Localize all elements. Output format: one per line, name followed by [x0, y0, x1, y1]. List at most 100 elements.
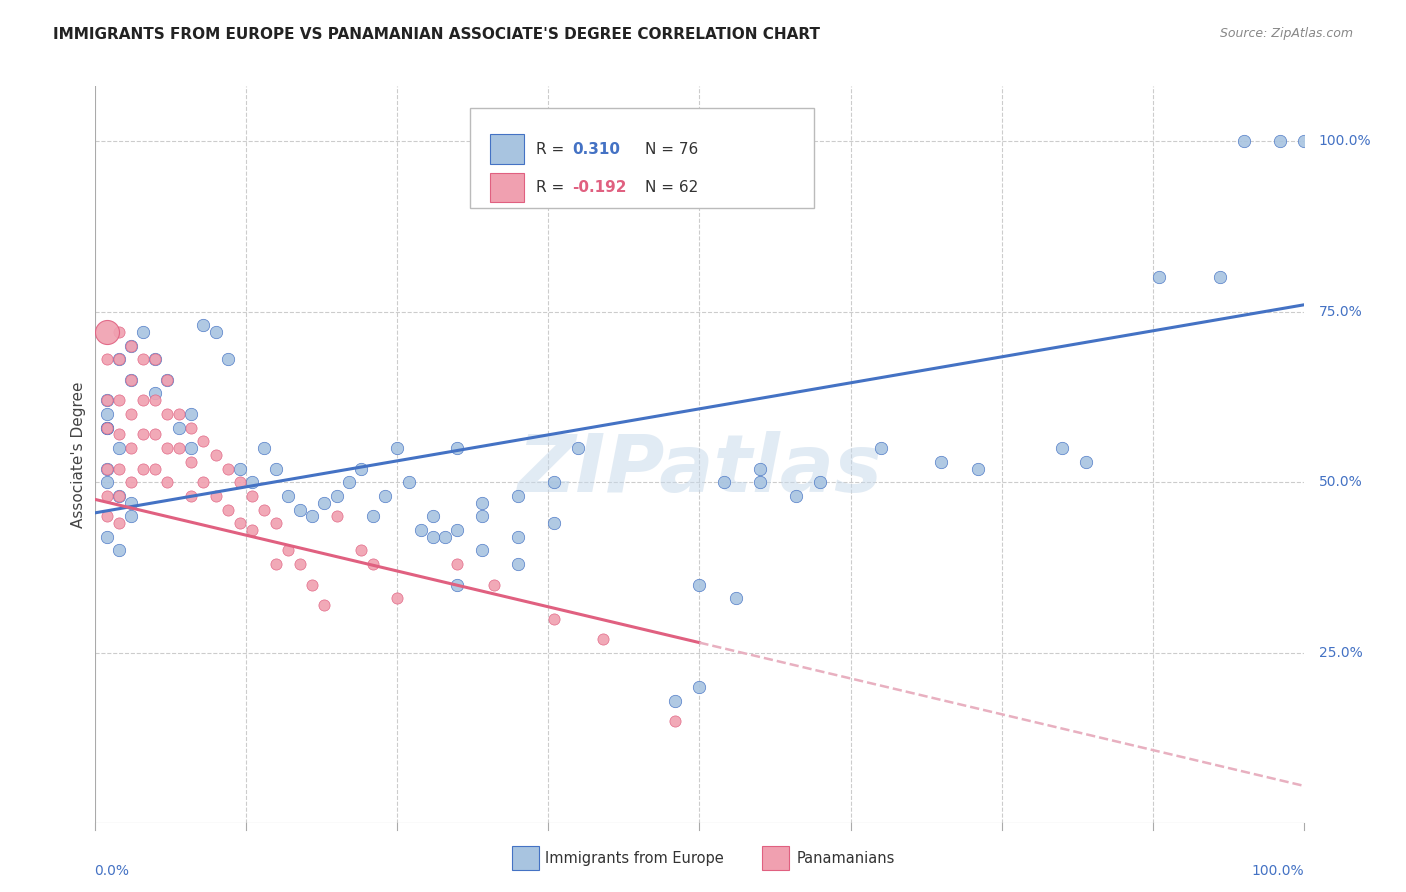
Point	[193, 318, 215, 333]
Point	[96, 461, 118, 475]
Point	[156, 373, 179, 387]
Point	[688, 577, 710, 591]
Point	[96, 509, 118, 524]
Point	[664, 714, 686, 728]
Point	[350, 461, 373, 475]
Text: R =: R =	[536, 180, 569, 194]
Point	[217, 352, 239, 367]
Point	[204, 448, 226, 462]
Point	[156, 441, 179, 455]
Point	[688, 680, 710, 694]
Point	[361, 557, 384, 571]
Point	[96, 475, 118, 490]
FancyBboxPatch shape	[470, 109, 814, 208]
FancyBboxPatch shape	[762, 847, 789, 870]
Point	[264, 516, 287, 531]
Point	[120, 509, 142, 524]
Point	[290, 557, 312, 571]
Point	[120, 339, 142, 353]
Point	[120, 407, 142, 421]
Point	[96, 352, 118, 367]
Point	[132, 461, 155, 475]
FancyBboxPatch shape	[512, 847, 538, 870]
Point	[229, 516, 252, 531]
Point	[167, 420, 190, 434]
Point	[229, 475, 252, 490]
Point	[107, 441, 129, 455]
Point	[143, 352, 166, 367]
Point	[180, 420, 202, 434]
Point	[156, 407, 179, 421]
Point	[107, 461, 129, 475]
Point	[385, 441, 408, 455]
Point	[107, 543, 129, 558]
Point	[240, 489, 263, 503]
Point	[277, 489, 299, 503]
Text: N = 62: N = 62	[645, 180, 699, 194]
Point	[204, 325, 226, 339]
Text: 25.0%: 25.0%	[1319, 646, 1362, 660]
Point	[361, 509, 384, 524]
Point	[143, 352, 166, 367]
Point	[290, 502, 312, 516]
Point	[120, 373, 142, 387]
Point	[167, 441, 190, 455]
Point	[193, 434, 215, 449]
Point	[107, 352, 129, 367]
Point	[193, 475, 215, 490]
Point	[167, 407, 190, 421]
Point	[107, 325, 129, 339]
Point	[931, 455, 953, 469]
Point	[301, 509, 323, 524]
Point	[277, 543, 299, 558]
Point	[96, 420, 118, 434]
Point	[1208, 270, 1230, 285]
Point	[471, 509, 494, 524]
Point	[107, 393, 129, 408]
Point	[253, 441, 276, 455]
Text: ZIPatlas: ZIPatlas	[517, 431, 882, 508]
Point	[107, 516, 129, 531]
Point	[156, 373, 179, 387]
Point	[120, 475, 142, 490]
Point	[434, 530, 457, 544]
Point	[107, 352, 129, 367]
Point	[1147, 270, 1170, 285]
Point	[543, 612, 565, 626]
Point	[506, 530, 529, 544]
Point	[785, 489, 807, 503]
Point	[422, 509, 444, 524]
Text: 75.0%: 75.0%	[1319, 304, 1362, 318]
Point	[411, 523, 433, 537]
Text: 100.0%: 100.0%	[1319, 134, 1371, 148]
Point	[107, 489, 129, 503]
Point	[1052, 441, 1074, 455]
Point	[143, 461, 166, 475]
Point	[96, 420, 118, 434]
Point	[446, 441, 468, 455]
Point	[143, 386, 166, 401]
Point	[325, 489, 347, 503]
Point	[217, 461, 239, 475]
Point	[132, 352, 155, 367]
Point	[592, 632, 614, 647]
Text: 100.0%: 100.0%	[1251, 864, 1305, 878]
Point	[156, 475, 179, 490]
Point	[240, 523, 263, 537]
Point	[337, 475, 360, 490]
Point	[398, 475, 420, 490]
Point	[1233, 134, 1256, 148]
Point	[180, 489, 202, 503]
Text: 0.0%: 0.0%	[94, 864, 129, 878]
FancyBboxPatch shape	[491, 173, 524, 202]
Point	[96, 489, 118, 503]
Point	[325, 509, 347, 524]
Point	[264, 557, 287, 571]
Point	[264, 461, 287, 475]
Point	[869, 441, 891, 455]
Point	[120, 339, 142, 353]
Point	[567, 441, 589, 455]
Point	[422, 530, 444, 544]
Point	[446, 557, 468, 571]
Point	[96, 393, 118, 408]
